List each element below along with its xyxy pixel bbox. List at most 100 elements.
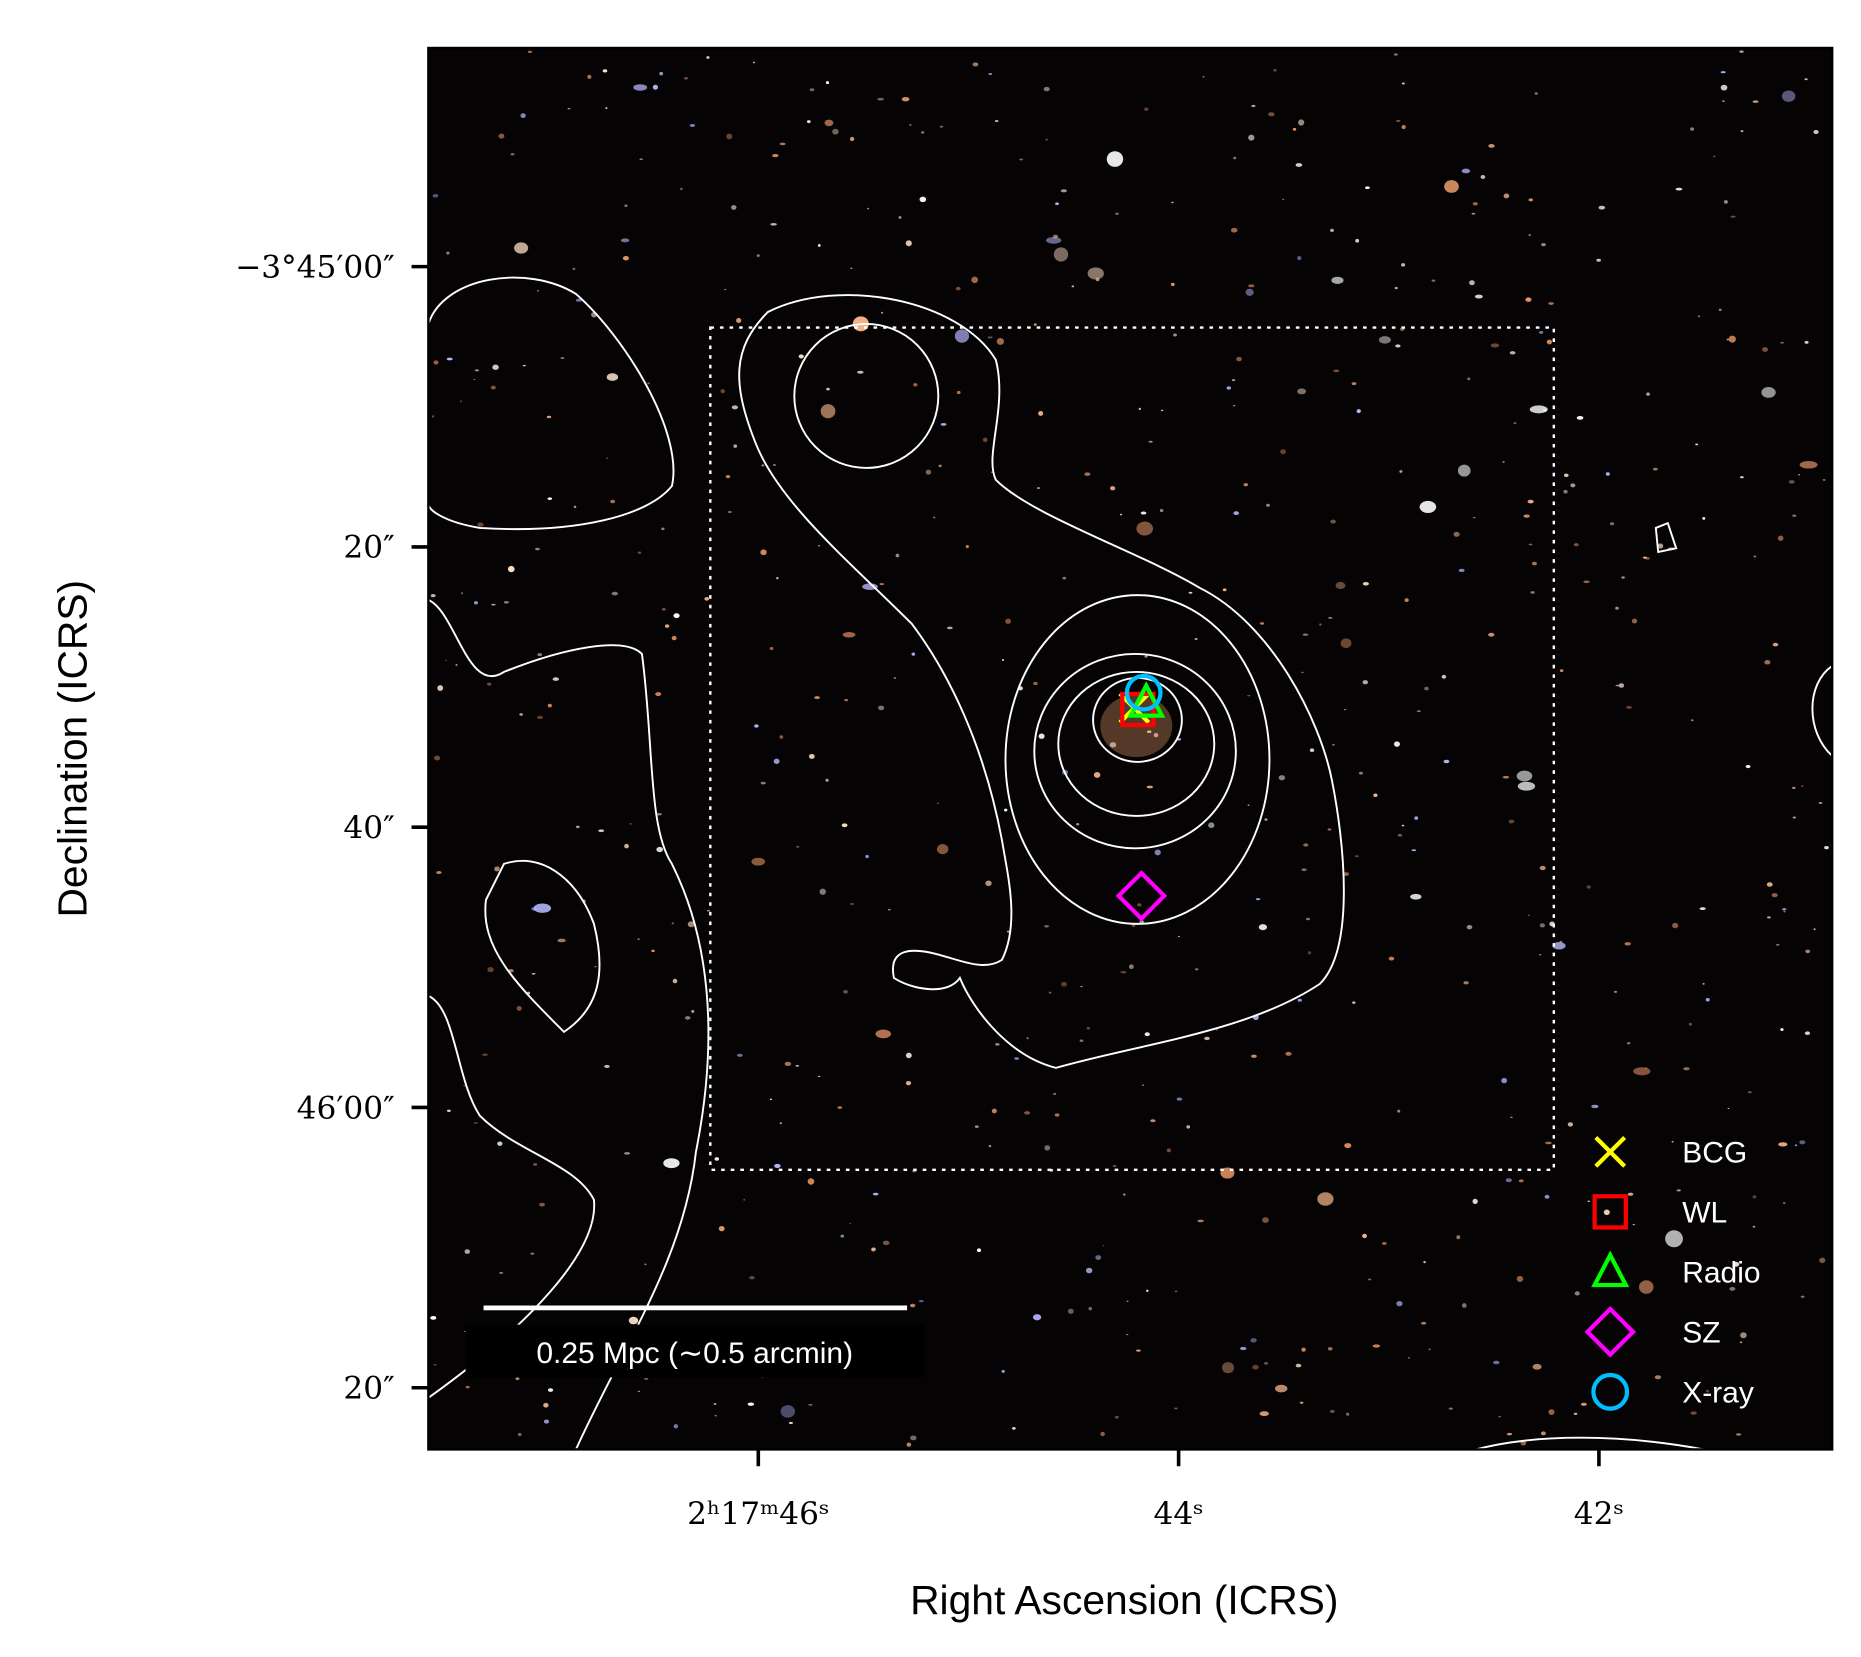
galaxy xyxy=(820,404,836,419)
galaxy xyxy=(1621,576,1625,579)
galaxy xyxy=(455,664,458,666)
galaxy xyxy=(1394,286,1398,290)
galaxy xyxy=(477,522,484,527)
galaxy xyxy=(510,153,515,156)
legend-label: BCG xyxy=(1682,1137,1747,1170)
galaxy xyxy=(875,1029,892,1039)
galaxy xyxy=(825,81,830,85)
galaxy xyxy=(1596,258,1601,262)
galaxy xyxy=(1804,78,1808,81)
galaxy xyxy=(1345,1412,1350,1416)
galaxy xyxy=(1792,816,1797,819)
galaxy xyxy=(850,267,853,270)
galaxy xyxy=(1764,660,1771,665)
galaxy xyxy=(684,1016,691,1020)
galaxy xyxy=(1144,655,1148,658)
galaxy xyxy=(1144,107,1149,111)
y-tick-label: −3°45′00″ xyxy=(235,249,395,285)
y-tick-label: 40″ xyxy=(343,810,394,846)
galaxy xyxy=(1230,227,1238,233)
galaxy xyxy=(1528,543,1533,546)
galaxy xyxy=(610,499,616,504)
galaxy xyxy=(547,703,552,708)
galaxy xyxy=(644,1377,649,1380)
galaxy xyxy=(1782,907,1787,911)
galaxy xyxy=(1280,449,1287,455)
galaxy xyxy=(1414,816,1419,820)
galaxy xyxy=(671,635,677,641)
galaxy xyxy=(1421,1321,1427,1325)
galaxy xyxy=(1076,823,1080,826)
galaxy xyxy=(1761,387,1776,398)
galaxy xyxy=(1739,476,1744,479)
galaxy xyxy=(906,1442,912,1447)
galaxy xyxy=(1194,638,1198,640)
galaxy xyxy=(1110,486,1116,491)
galaxy xyxy=(543,1419,550,1424)
galaxy xyxy=(531,973,536,975)
galaxy xyxy=(1516,770,1533,782)
galaxy xyxy=(1527,914,1531,916)
galaxy xyxy=(573,505,577,509)
galaxy xyxy=(1792,786,1796,790)
sky-image xyxy=(428,47,1833,1450)
galaxy xyxy=(1204,1036,1210,1041)
galaxy xyxy=(673,613,680,619)
galaxy xyxy=(1720,71,1726,74)
galaxy xyxy=(1633,1067,1651,1076)
galaxy xyxy=(1170,282,1175,287)
galaxy xyxy=(1702,516,1706,520)
galaxy xyxy=(796,845,800,848)
galaxy xyxy=(939,125,944,128)
galaxy xyxy=(656,812,662,816)
galaxy xyxy=(464,1249,470,1254)
galaxy xyxy=(940,422,947,426)
galaxy xyxy=(751,857,766,866)
galaxy xyxy=(761,464,765,467)
galaxy xyxy=(436,871,442,875)
galaxy xyxy=(606,373,619,381)
galaxy xyxy=(1721,100,1725,103)
galaxy xyxy=(1705,998,1710,1002)
galaxy xyxy=(1448,1407,1453,1410)
galaxy xyxy=(1295,163,1303,167)
galaxy xyxy=(1148,440,1153,443)
galaxy xyxy=(1753,555,1757,558)
galaxy xyxy=(1136,1349,1141,1352)
galaxy xyxy=(817,544,821,547)
contour xyxy=(1033,652,1237,850)
galaxy xyxy=(1509,351,1516,355)
galaxy xyxy=(547,1388,554,1392)
scale-label-bg xyxy=(465,1324,924,1378)
galaxy xyxy=(487,967,494,973)
galaxy xyxy=(1086,1026,1090,1030)
galaxy xyxy=(1295,1363,1302,1368)
galaxy xyxy=(1723,200,1728,204)
galaxy xyxy=(1397,833,1403,837)
galaxy xyxy=(1032,1314,1042,1321)
scale-bar-label: 0.25 Mpc (∼0.5 arcmin) xyxy=(536,1337,853,1370)
legend-label: WL xyxy=(1682,1197,1727,1230)
galaxy xyxy=(1328,616,1333,619)
galaxy xyxy=(871,1247,876,1252)
galaxy xyxy=(736,317,742,324)
galaxy xyxy=(522,364,526,367)
galaxy xyxy=(991,1108,997,1114)
galaxy xyxy=(784,1061,792,1066)
galaxy xyxy=(1586,885,1591,889)
galaxy xyxy=(620,238,630,243)
galaxy xyxy=(1735,1433,1742,1436)
galaxy xyxy=(1740,130,1744,133)
y-tick-label: 46′00″ xyxy=(297,1090,395,1126)
galaxy xyxy=(547,497,553,501)
galaxy xyxy=(1766,882,1773,887)
galaxy xyxy=(1250,1338,1257,1343)
galaxy xyxy=(637,938,640,940)
galaxy xyxy=(1799,461,1818,469)
marker-square xyxy=(1120,691,1156,728)
y-axis-label: Declination (ICRS) xyxy=(49,580,95,918)
galaxy xyxy=(1266,503,1270,507)
galaxy xyxy=(1259,622,1265,625)
galaxy xyxy=(1513,422,1517,424)
